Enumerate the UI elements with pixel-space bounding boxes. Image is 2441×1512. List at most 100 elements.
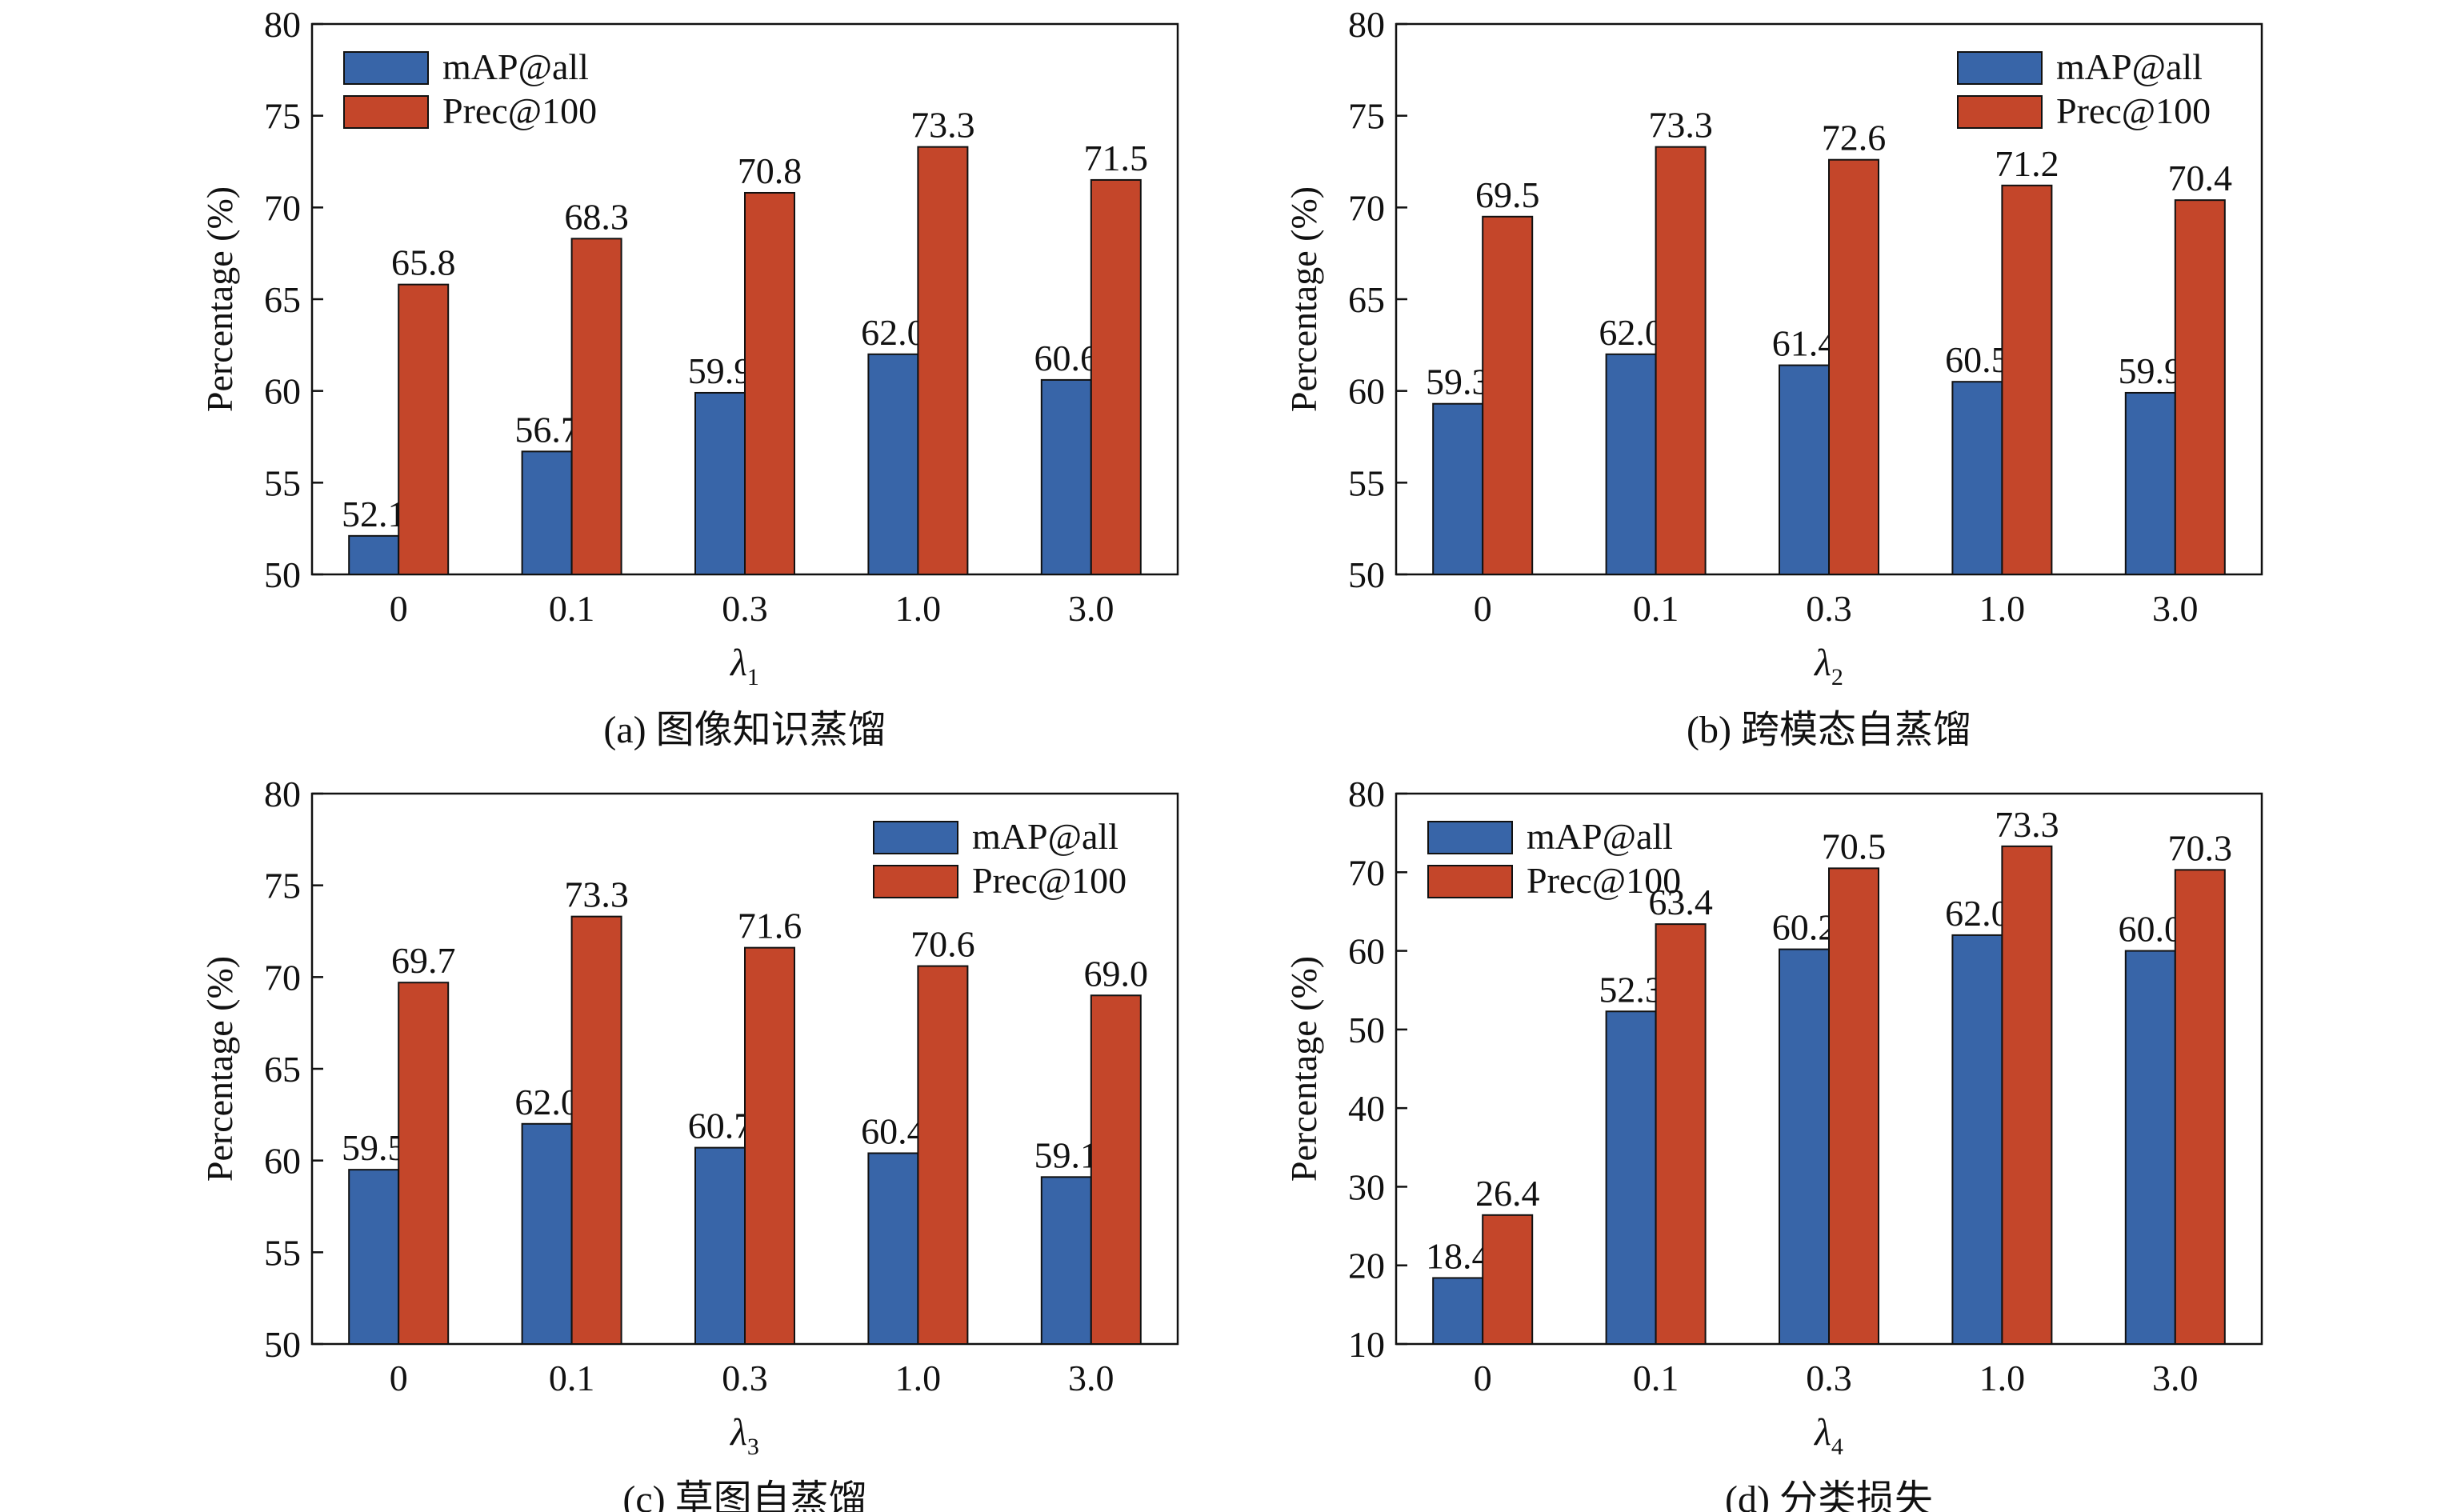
data-label: 70.4 — [2168, 158, 2233, 198]
x-tick-label: 0 — [1474, 588, 1492, 629]
x-tick-label: 3.0 — [1068, 1358, 1114, 1398]
data-label: 59.3 — [1426, 362, 1491, 402]
x-tick-label: 1.0 — [895, 1358, 942, 1398]
data-label: 71.2 — [1995, 143, 2059, 184]
data-label: 73.3 — [1995, 804, 2059, 845]
legend-swatch — [1427, 865, 1513, 898]
legend-swatch — [343, 95, 429, 129]
x-tick-label: 0 — [1474, 1358, 1492, 1398]
data-label: 61.4 — [1772, 323, 1837, 364]
x-axis-label: λ4 — [1813, 1411, 1843, 1460]
data-label: 73.3 — [1648, 105, 1713, 146]
y-tick-label: 55 — [1348, 462, 1385, 503]
bar-map-all-0 — [348, 534, 400, 576]
x-tick-label: 0.3 — [1806, 1358, 1852, 1398]
data-label: 60.5 — [1945, 339, 2010, 380]
y-tick-label: 10 — [1348, 1324, 1385, 1365]
data-label: 60.6 — [1034, 338, 1099, 378]
bar-map-all-3.0 — [1040, 378, 1092, 576]
legend-swatch — [343, 51, 429, 85]
bar-map-all-3.0 — [2124, 950, 2176, 1345]
data-label: 62.0 — [514, 1082, 579, 1122]
data-label: 70.5 — [1822, 826, 1887, 866]
data-label: 70.6 — [910, 924, 975, 965]
y-tick-label: 65 — [1348, 279, 1385, 320]
data-label: 63.4 — [1648, 882, 1713, 922]
data-label: 18.4 — [1426, 1235, 1491, 1276]
legend-swatch — [1957, 51, 2043, 85]
y-tick-label: 60 — [264, 371, 301, 412]
x-tick-label: 0.1 — [1633, 1358, 1679, 1398]
x-tick-label: 0.1 — [549, 588, 595, 629]
y-tick-label: 80 — [264, 4, 301, 45]
data-label: 59.9 — [2119, 350, 2183, 391]
y-axis-label: Percentage (%) — [199, 186, 240, 412]
legend-label: mAP@all — [2056, 46, 2203, 87]
bar-map-all-1.0 — [867, 1152, 919, 1345]
y-tick-label: 55 — [264, 1232, 301, 1273]
y-tick-label: 75 — [264, 866, 301, 906]
bar-map-all-3.0 — [2124, 391, 2176, 575]
bar-prec-100-1.0 — [2001, 845, 2053, 1345]
data-label: 52.1 — [342, 494, 406, 534]
y-tick-label: 60 — [1348, 371, 1385, 412]
bar-map-all-0 — [1432, 1277, 1484, 1345]
y-tick-label: 60 — [1348, 931, 1385, 972]
y-tick-label: 50 — [264, 1324, 301, 1365]
data-label: 72.6 — [1822, 118, 1887, 158]
y-tick-label: 55 — [264, 462, 301, 503]
legend-label: mAP@all — [1527, 816, 1673, 857]
data-label: 62.0 — [1945, 893, 2010, 934]
bar-prec-100-0 — [1482, 1214, 1534, 1345]
bar-map-all-0.1 — [1605, 1010, 1657, 1346]
x-tick-label: 0.1 — [1633, 588, 1679, 629]
bar-prec-100-0.1 — [570, 238, 622, 575]
y-tick-label: 40 — [1348, 1088, 1385, 1129]
bar-prec-100-0.3 — [1828, 867, 1879, 1346]
y-axis-label: Percentage (%) — [1283, 956, 1324, 1182]
x-tick-label: 1.0 — [1979, 1358, 2026, 1398]
y-tick-label: 75 — [264, 96, 301, 137]
bar-prec-100-0.3 — [1828, 158, 1879, 575]
legend-swatch — [873, 865, 958, 898]
x-tick-label: 0.3 — [1806, 588, 1852, 629]
legend-swatch — [873, 821, 958, 854]
y-tick-label: 65 — [264, 1049, 301, 1090]
data-label: 71.5 — [1084, 138, 1149, 178]
data-label: 59.9 — [688, 350, 753, 391]
legend-swatch — [1427, 821, 1513, 854]
x-axis-label: λ1 — [729, 642, 759, 690]
legend-label: mAP@all — [442, 46, 589, 87]
bar-prec-100-0 — [398, 982, 450, 1346]
data-label: 73.3 — [910, 105, 975, 146]
bar-map-all-0.1 — [1605, 353, 1657, 575]
x-tick-label: 0 — [390, 1358, 408, 1398]
y-tick-label: 50 — [1348, 1010, 1385, 1050]
panel-caption: (c) 草图自蒸馏 — [622, 1478, 866, 1512]
data-label: 26.4 — [1475, 1173, 1540, 1214]
bar-prec-100-0.1 — [1655, 146, 1707, 576]
x-tick-label: 0.1 — [549, 1358, 595, 1398]
panel-caption: (a) 图像知识蒸馏 — [603, 709, 886, 751]
bar-map-all-0 — [1432, 402, 1484, 575]
data-label: 70.8 — [738, 150, 802, 191]
data-label: 73.3 — [564, 874, 629, 915]
y-tick-label: 50 — [1348, 554, 1385, 595]
data-label: 69.7 — [391, 940, 456, 981]
bar-prec-100-3.0 — [1090, 178, 1142, 576]
legend-label: Prec@100 — [2056, 90, 2211, 131]
bar-map-all-1.0 — [1951, 934, 2003, 1346]
x-tick-label: 0.3 — [722, 588, 768, 629]
y-tick-label: 80 — [264, 774, 301, 814]
bar-prec-100-0.3 — [744, 191, 795, 575]
bar-map-all-0.3 — [1779, 364, 1830, 575]
bar-map-all-1.0 — [867, 353, 919, 575]
legend-label: Prec@100 — [442, 90, 597, 131]
bar-map-all-3.0 — [1040, 1176, 1092, 1345]
data-label: 69.5 — [1475, 174, 1540, 215]
x-tick-label: 1.0 — [1979, 588, 2026, 629]
y-tick-label: 65 — [264, 279, 301, 320]
y-tick-label: 80 — [1348, 4, 1385, 45]
y-tick-label: 50 — [264, 554, 301, 595]
